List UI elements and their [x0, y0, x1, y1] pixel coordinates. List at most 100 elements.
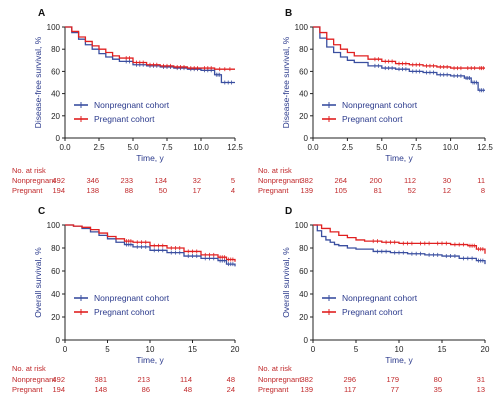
- panel-d-y-tick-label: 100: [295, 221, 309, 230]
- panel-d-y-axis-title: Overall survival, %: [281, 247, 291, 318]
- panel-d-legend-pregnant-label: Pregnant cohort: [342, 307, 403, 317]
- panel-c-letter: C: [38, 206, 45, 217]
- panel-b-risk-pregnant-value: 81: [374, 186, 382, 195]
- panel-d-x-tick-label: 10: [395, 345, 404, 354]
- panel-c-risk-nonpregnant-value: 492: [52, 375, 65, 384]
- panel-c-pregnant-curve: [65, 224, 236, 262]
- panel-b-risk-pregnant-value: 12: [443, 186, 451, 195]
- panel-a-risk-header: No. at risk: [12, 166, 46, 175]
- panel-a-risk-nonpregnant-value: 134: [154, 176, 167, 185]
- panel-b-risk-nonpregnant-value: 382: [300, 176, 313, 185]
- panel-d-y-tick-label: 60: [299, 267, 308, 276]
- panel-a-x-tick-label: 12.5: [227, 143, 243, 152]
- panel-c-y-axis-title: Overall survival, %: [33, 247, 43, 318]
- panel-b-risk-pregnant-value: 139: [300, 186, 313, 195]
- panel-a-legend-pregnant-label: Pregnant cohort: [94, 114, 155, 124]
- panel-a-y-tick-label: 80: [51, 45, 60, 54]
- panel-c-risk-nonpregnant-label: Nonpregnant: [12, 375, 56, 384]
- panel-a-risk-nonpregnant-value: 346: [86, 176, 99, 185]
- panel-d-legend-nonpregnant-label: Nonpregnant cohort: [342, 293, 418, 303]
- panel-a-risk-nonpregnant-value: 492: [52, 176, 65, 185]
- panel-b-y-tick-label: 60: [299, 67, 308, 76]
- panel-d-risk-nonpregnant-value: 80: [434, 375, 442, 384]
- panel-c-risk-pregnant-label: Pregnant: [12, 385, 43, 394]
- panel-c-x-tick-label: 5: [105, 345, 110, 354]
- panel-b-y-axis-title: Disease-free survival, %: [281, 36, 291, 128]
- panel-a-risk-pregnant-label: Pregnant: [12, 186, 43, 195]
- panel-a-legend-nonpregnant-label: Nonpregnant cohort: [94, 100, 170, 110]
- panel-b-y-tick-label: 100: [295, 23, 309, 32]
- panel-c-risk-header: No. at risk: [12, 364, 46, 373]
- panel-c-risk-nonpregnant-value: 114: [180, 375, 192, 384]
- panel-d-nonpregnant-curve: [313, 224, 486, 265]
- panel-c-x-tick-label: 0: [63, 345, 68, 354]
- panel-a-x-tick-label: 2.5: [93, 143, 105, 152]
- panel-c-risk-pregnant-value: 194: [52, 385, 65, 394]
- panel-c-risk-pregnant-value: 148: [94, 385, 107, 394]
- panel-d-x-tick-label: 0: [311, 345, 316, 354]
- panel-b-risk-pregnant-value: 105: [334, 186, 347, 195]
- panel-c-x-tick-label: 10: [146, 345, 155, 354]
- panel-d-y-tick-label: 40: [299, 290, 308, 299]
- panel-a-x-tick-label: 10.0: [193, 143, 209, 152]
- panel-b-y-tick-label: 40: [299, 90, 308, 99]
- panel-c-x-tick-label: 15: [188, 345, 197, 354]
- panel-b-risk-pregnant-value: 52: [408, 186, 416, 195]
- panel-a-y-tick-label: 0: [56, 134, 61, 143]
- panel-b-risk-nonpregnant-value: 30: [443, 176, 451, 185]
- panel-a-risk-nonpregnant-value: 32: [193, 176, 201, 185]
- panel-d-risk-pregnant-value: 35: [434, 385, 442, 394]
- panel-c-risk-nonpregnant-value: 213: [137, 375, 150, 384]
- panel-b-risk-nonpregnant-value: 200: [369, 176, 382, 185]
- panel-c-risk-nonpregnant-value: 381: [94, 375, 107, 384]
- panel-a-x-tick-label: 0.0: [59, 143, 71, 152]
- panel-c-y-tick-label: 20: [51, 313, 60, 322]
- panel-b-x-tick-label: 2.5: [342, 143, 354, 152]
- panel-a-risk-pregnant-value: 4: [231, 186, 235, 195]
- panel-a-risk-nonpregnant-value: 233: [120, 176, 133, 185]
- panel-c-risk-nonpregnant-value: 48: [227, 375, 235, 384]
- panel-a-risk-pregnant-value: 50: [159, 186, 167, 195]
- panel-d-risk-pregnant-value: 117: [344, 385, 356, 394]
- panel-d-letter: D: [285, 206, 292, 217]
- panel-b-nonpregnant-curve: [313, 26, 485, 91]
- panel-b-risk-nonpregnant-value: 264: [334, 176, 347, 185]
- panel-a-y-tick-label: 40: [51, 90, 60, 99]
- panel-b-x-tick-label: 7.5: [411, 143, 423, 152]
- panel-c-risk-pregnant-value: 48: [184, 385, 192, 394]
- panel-d-risk-pregnant-value: 13: [477, 385, 485, 394]
- panel-b-y-tick-label: 20: [299, 112, 308, 121]
- panel-a-risk-pregnant-value: 194: [52, 186, 65, 195]
- panel-a-nonpregnant-curve: [65, 26, 235, 84]
- panel-d-risk-pregnant-value: 139: [300, 385, 313, 394]
- panel-b-x-tick-label: 5.0: [376, 143, 388, 152]
- panel-b-risk-header: No. at risk: [258, 166, 292, 175]
- panel-d-x-tick-label: 20: [481, 345, 490, 354]
- panel-d-x-tick-label: 15: [438, 345, 447, 354]
- panel-d-risk-nonpregnant-value: 382: [300, 375, 313, 384]
- panel-b-risk-pregnant-label: Pregnant: [258, 186, 289, 195]
- panel-a-risk-nonpregnant-value: 5: [231, 176, 235, 185]
- panel-b-x-tick-label: 10.0: [443, 143, 459, 152]
- panel-a-pregnant-curve: [65, 26, 235, 70]
- panel-c-y-tick-label: 100: [47, 221, 61, 230]
- panel-b-x-axis-title: Time, y: [385, 153, 413, 163]
- panel-d-risk-nonpregnant-value: 179: [386, 375, 399, 384]
- panel-d-y-tick-label: 80: [299, 244, 308, 253]
- panel-a-letter: A: [38, 8, 45, 19]
- panel-a-risk-pregnant-value: 17: [193, 186, 201, 195]
- panel-d-risk-pregnant-label: Pregnant: [258, 385, 289, 394]
- panel-a-y-tick-label: 60: [51, 67, 60, 76]
- panel-d-x-axis-title: Time, y: [385, 355, 413, 365]
- panel-a-risk-pregnant-value: 138: [86, 186, 99, 195]
- panel-d-risk-header: No. at risk: [258, 364, 292, 373]
- panel-c-y-tick-label: 40: [51, 290, 60, 299]
- panel-d-risk-nonpregnant-value: 296: [343, 375, 356, 384]
- panel-d-y-tick-label: 0: [304, 336, 309, 345]
- panel-d-y-tick-label: 20: [299, 313, 308, 322]
- panel-a-x-tick-label: 7.5: [161, 143, 173, 152]
- panel-d-risk-nonpregnant-label: Nonpregnant: [258, 375, 302, 384]
- panel-b-x-tick-label: 0.0: [307, 143, 319, 152]
- panel-b-letter: B: [285, 8, 292, 19]
